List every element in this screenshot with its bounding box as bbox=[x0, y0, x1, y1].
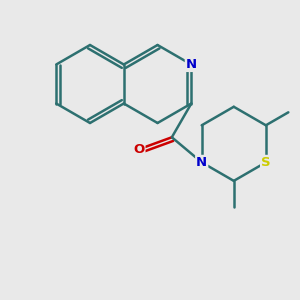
Text: N: N bbox=[186, 58, 197, 71]
Text: S: S bbox=[261, 156, 271, 169]
Text: N: N bbox=[196, 156, 207, 169]
Text: O: O bbox=[133, 143, 145, 156]
